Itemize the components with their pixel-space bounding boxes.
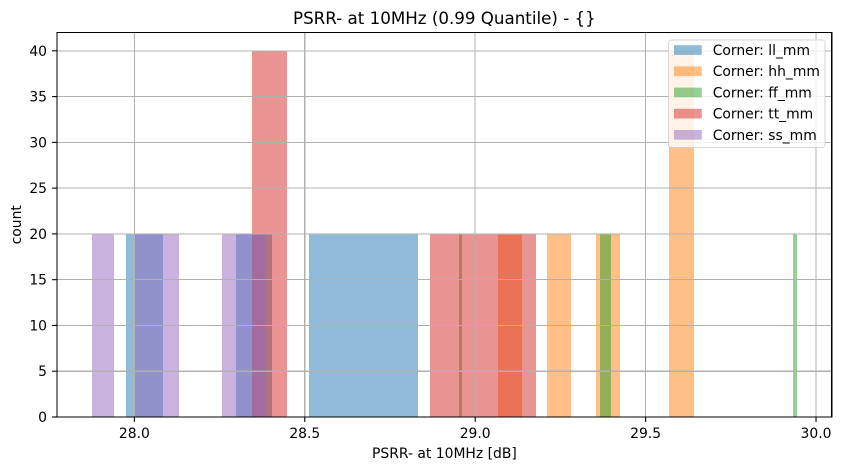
legend-box (668, 39, 826, 148)
x-tick-label: 28.0 (119, 426, 150, 442)
legend-label-hh-mm: Corner: hh_mm (713, 64, 820, 80)
x-axis-ticks: 28.0 28.5 29.0 29.5 30.0 (119, 417, 832, 442)
y-tick-label: 20 (29, 227, 47, 243)
x-tick-label: 30.0 (801, 426, 832, 442)
y-tick-label: 25 (29, 181, 47, 197)
y-tick-label: 35 (29, 90, 47, 106)
x-tick-label: 28.5 (289, 426, 320, 442)
axes-frame (56, 31, 833, 418)
x-tick-label: 29.0 (460, 426, 491, 442)
y-tick-label: 10 (29, 319, 47, 335)
legend-swatch-hh-mm (674, 66, 702, 77)
y-tick-label: 5 (38, 364, 47, 380)
legend-item-hh-mm: Corner: hh_mm (674, 64, 820, 80)
legend-swatch-ll-mm (674, 45, 702, 55)
legend-label-ff-mm: Corner: ff_mm (713, 85, 812, 101)
y-tick-label: 40 (29, 44, 47, 60)
y-tick-label: 30 (29, 135, 47, 151)
legend-swatch-ff-mm (674, 87, 702, 98)
x-tick-label: 29.5 (630, 426, 661, 442)
legend-label-ll-mm: Corner: ll_mm (713, 43, 810, 59)
legend-item-ll-mm: Corner: ll_mm (674, 43, 810, 59)
legend-label-tt-mm: Corner: tt_mm (713, 107, 813, 123)
y-axis-label: count (9, 205, 25, 245)
x-axis-label: PSRR- at 10MHz [dB] (372, 446, 517, 462)
chart-title: PSRR- at 10MHz (0.99 Quantile) - {} (293, 8, 596, 28)
legend-item-ff-mm: Corner: ff_mm (674, 85, 812, 101)
legend-label-ss-mm: Corner: ss_mm (713, 128, 817, 144)
legend-swatch-ss-mm (674, 130, 702, 140)
y-axis-ticks: 0 5 10 15 20 25 30 35 40 (29, 44, 57, 426)
y-tick-label: 0 (38, 410, 47, 426)
y-tick-label: 15 (29, 273, 47, 289)
legend-swatch-tt-mm (674, 108, 702, 119)
legend-item-ss-mm: Corner: ss_mm (674, 128, 817, 144)
legend: Corner: ll_mm Corner: hh_mm Corner: ff_m… (668, 39, 826, 148)
legend-item-tt-mm: Corner: tt_mm (674, 107, 813, 123)
